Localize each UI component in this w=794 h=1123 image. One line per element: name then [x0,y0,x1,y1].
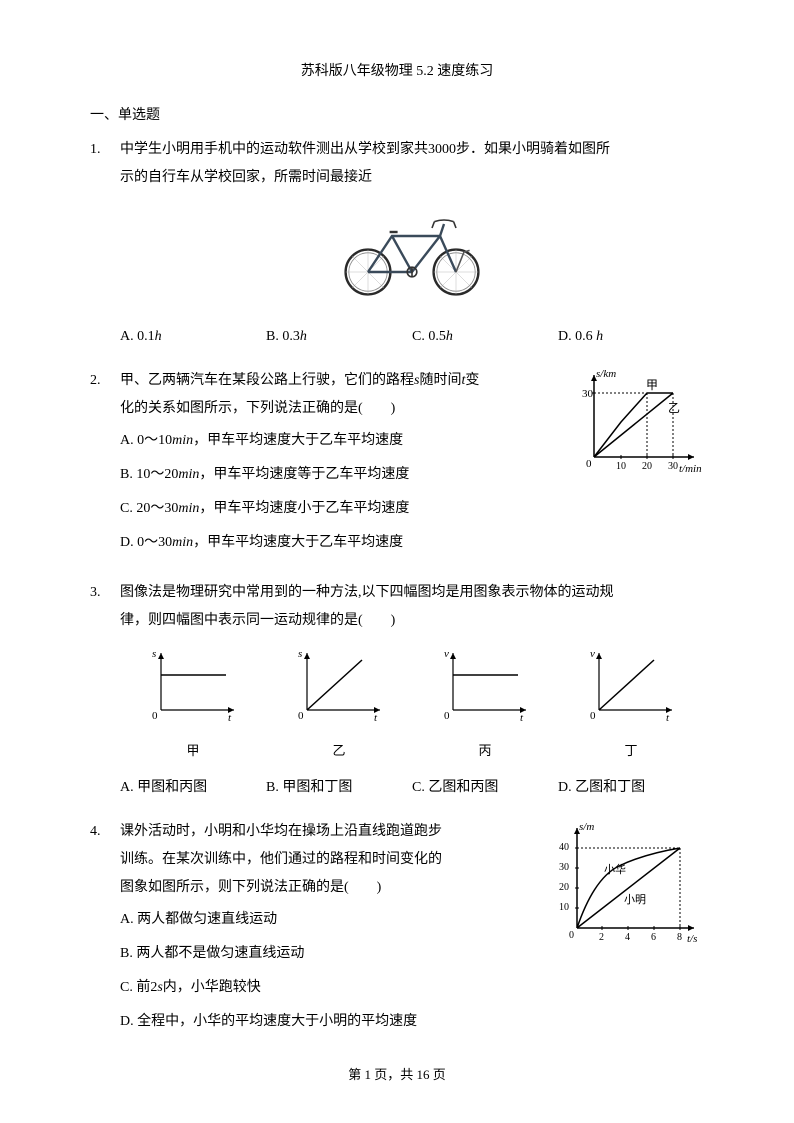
svg-text:10: 10 [559,902,569,913]
svg-text:2: 2 [599,932,604,943]
question-number: 3. [90,579,120,802]
svg-text:30: 30 [668,461,678,472]
question-4: 4. s/m t/s 10 20 30 40 2 4 [90,818,704,1042]
svg-text:20: 20 [559,882,569,893]
option-c: C. 0.5h [412,323,558,351]
text-line: 示的自行车从学校回家，所需时间最接近 [120,170,372,185]
graph-row: s t 0 甲 s t 0 乙 [120,645,704,764]
svg-text:v: v [590,648,595,660]
question-3: 3. 图像法是物理研究中常用到的一种方法,以下四幅图均是用图象表示物体的运动规 … [90,579,704,802]
q2-graph: s/km t/min 30 10 20 30 甲 乙 0 [574,367,704,488]
question-2: 2. s/km t/min 30 10 20 30 [90,367,704,563]
svg-text:s: s [152,648,156,660]
bicycle-icon [332,202,492,302]
svg-text:小明: 小明 [624,893,646,906]
svg-text:v: v [444,648,449,660]
option-a: A. 两人都做匀速直线运动 [120,906,539,934]
svg-text:t: t [374,712,378,723]
question-text: 图像法是物理研究中常用到的一种方法,以下四幅图均是用图象表示物体的运动规 律，则… [120,579,704,635]
svg-text:t/min: t/min [679,463,702,475]
options: A. 0.1h B. 0.3h C. 0.5h D. 0.6 h [120,323,704,351]
option-b: B. 两人都不是做匀速直线运动 [120,940,539,968]
svg-text:0: 0 [590,710,596,722]
text-line: 中学生小明用手机中的运动软件测出从学校到家共3000步．如果小明骑着如图所 [120,142,610,157]
q4-graph: s/m t/s 10 20 30 40 2 4 6 8 0 [549,818,704,959]
graph-yi: s t 0 乙 [292,645,387,764]
question-number: 4. [90,818,120,1042]
svg-text:0: 0 [152,710,158,722]
options: A. 两人都做匀速直线运动 B. 两人都不是做匀速直线运动 C. 前2s内，小华… [120,906,539,1042]
svg-text:甲: 甲 [646,378,658,392]
graph-bing: v t 0 丙 [438,645,533,764]
svg-text:40: 40 [559,842,569,853]
svg-text:20: 20 [642,461,652,472]
question-number: 2. [90,367,120,563]
option-c: C. 20～30min，甲车平均速度小于乙车平均速度 [120,495,564,523]
option-a: A. 0.1h [120,323,266,351]
svg-text:t/s: t/s [687,933,697,945]
question-text: 中学生小明用手机中的运动软件测出从学校到家共3000步．如果小明骑着如图所 示的… [120,136,704,192]
svg-text:8: 8 [677,932,682,943]
svg-text:t: t [666,712,670,723]
svg-text:s/km: s/km [596,368,616,380]
svg-text:10: 10 [616,461,626,472]
page-footer: 第 1 页，共 16 页 [0,1064,794,1083]
svg-text:30: 30 [559,862,569,873]
svg-text:乙: 乙 [668,401,680,415]
option-d: D. 0.6 h [558,323,704,351]
svg-text:4: 4 [625,932,630,943]
option-c: C. 前2s内，小华跑较快 [120,974,539,1002]
page-title: 苏科版八年级物理 5.2 速度练习 [90,60,704,80]
options: A. 甲图和丙图 B. 甲图和丁图 C. 乙图和丙图 D. 乙图和丁图 [120,774,704,802]
option-d: D. 0～30min，甲车平均速度大于乙车平均速度 [120,529,564,557]
option-b: B. 甲图和丁图 [266,774,412,802]
question-number: 1. [90,136,120,351]
section-header: 一、单选题 [90,104,704,124]
svg-text:t: t [228,712,232,723]
svg-text:小华: 小华 [604,862,626,876]
svg-text:30: 30 [582,388,594,400]
svg-text:0: 0 [569,930,574,941]
svg-text:0: 0 [586,458,592,470]
distance-time-graph-icon: s/km t/min 30 10 20 30 甲 乙 0 [574,367,704,477]
question-1: 1. 中学生小明用手机中的运动软件测出从学校到家共3000步．如果小明骑着如图所… [90,136,704,351]
svg-text:6: 6 [651,932,656,943]
svg-text:t: t [520,712,524,723]
option-c: C. 乙图和丙图 [412,774,558,802]
graph-jia: s t 0 甲 [146,645,241,764]
option-b: B. 0.3h [266,323,412,351]
svg-text:s/m: s/m [579,821,594,833]
option-a: A. 0～10min，甲车平均速度大于乙车平均速度 [120,427,564,455]
option-b: B. 10～20min，甲车平均速度等于乙车平均速度 [120,461,564,489]
graph-ding: v t 0 丁 [584,645,679,764]
option-d: D. 全程中，小华的平均速度大于小明的平均速度 [120,1008,539,1036]
svg-text:s: s [298,648,302,660]
options: A. 0～10min，甲车平均速度大于乙车平均速度 B. 10～20min，甲车… [120,427,564,563]
option-a: A. 甲图和丙图 [120,774,266,802]
svg-text:0: 0 [298,710,304,722]
bicycle-image [120,202,704,313]
svg-text:0: 0 [444,710,450,722]
option-d: D. 乙图和丁图 [558,774,704,802]
